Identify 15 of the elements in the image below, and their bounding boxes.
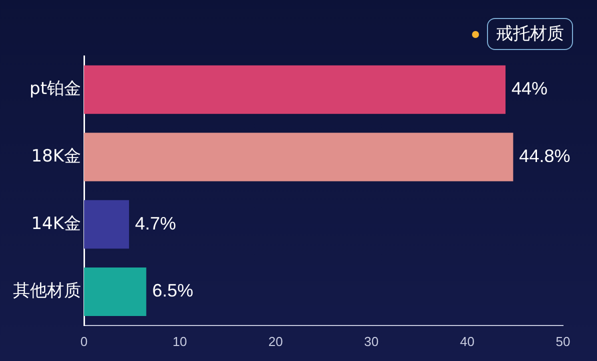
x-tick-label: 30 bbox=[364, 334, 379, 349]
y-tick-label: 18K金 bbox=[31, 146, 81, 166]
data-label: 4.7% bbox=[135, 213, 176, 234]
x-tick-label: 50 bbox=[556, 334, 570, 349]
data-label: 44% bbox=[512, 78, 548, 99]
x-tick-label: 10 bbox=[172, 334, 188, 349]
y-tick-label: pt铂金 bbox=[30, 79, 81, 100]
y-tick-label: 14K金 bbox=[31, 214, 81, 234]
data-label: 6.5% bbox=[152, 280, 194, 301]
x-tick-label: 20 bbox=[268, 334, 283, 349]
x-tick-label: 40 bbox=[460, 334, 474, 349]
y-tick-label: 其他材质 bbox=[13, 281, 81, 302]
data-label: 44.8% bbox=[519, 146, 570, 166]
series-label: 戒托材质 bbox=[487, 18, 573, 50]
x-tick-label: 0 bbox=[80, 334, 88, 349]
